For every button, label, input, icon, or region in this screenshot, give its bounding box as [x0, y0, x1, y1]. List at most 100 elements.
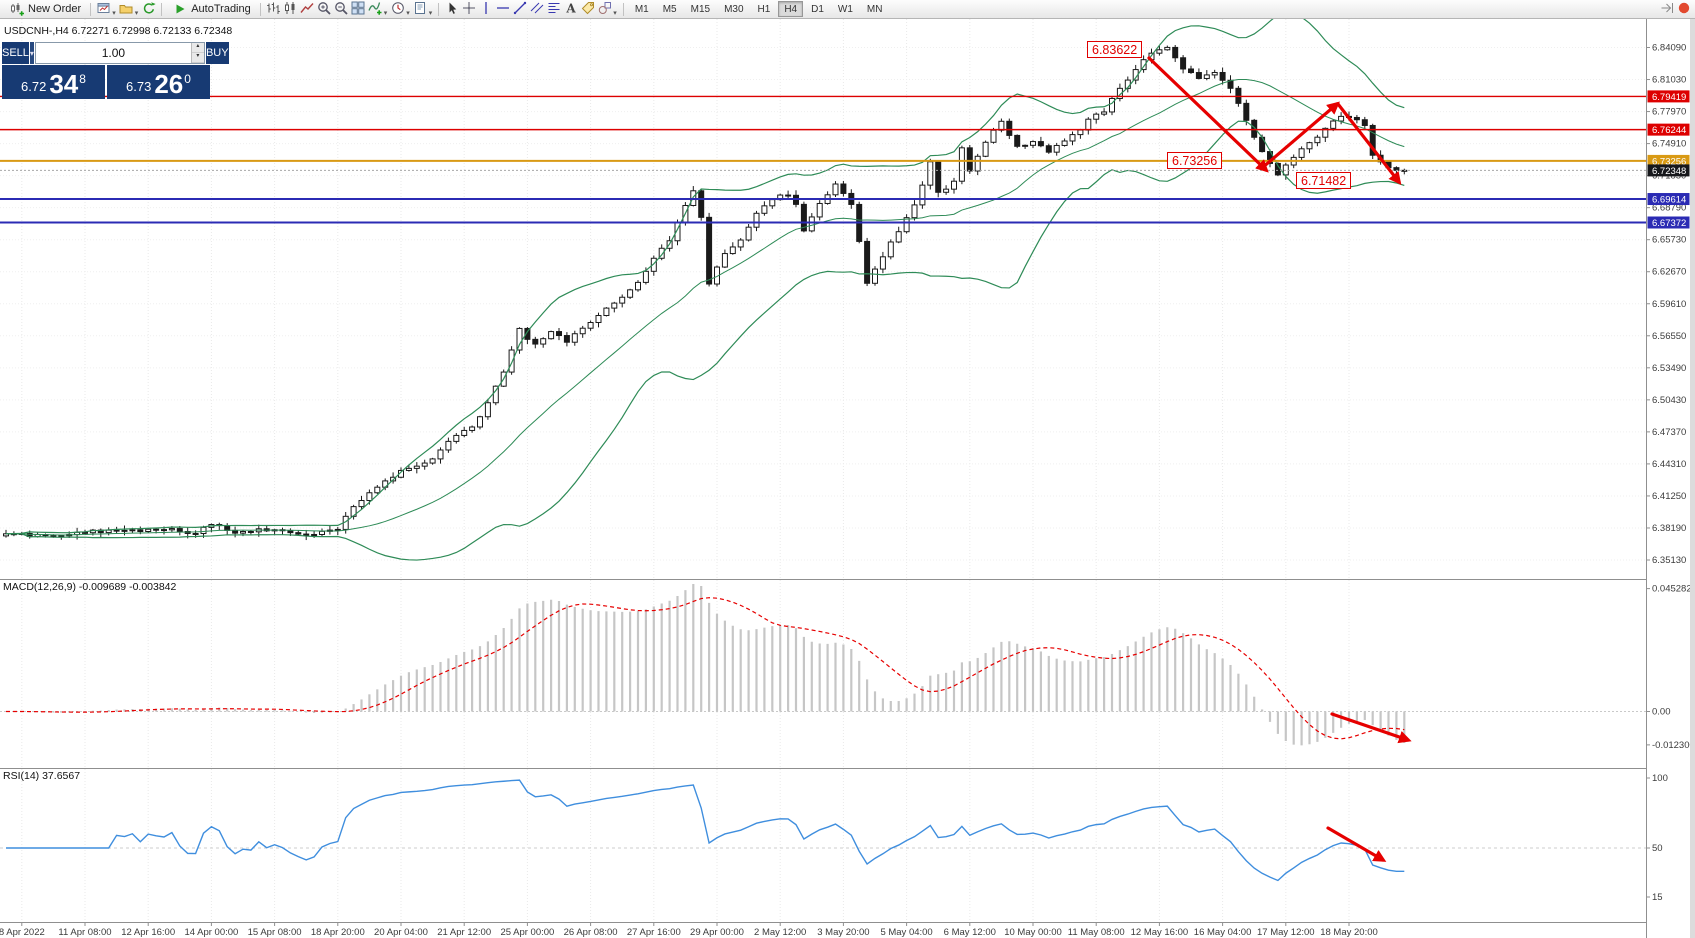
- alert-icon[interactable]: [1676, 0, 1691, 15]
- time-axis-label: 6 May 12:00: [944, 927, 996, 938]
- vertical-line-icon[interactable]: [478, 0, 493, 15]
- timeframe-m30-button[interactable]: M30: [724, 4, 744, 15]
- shapes-icon[interactable]: [597, 0, 612, 15]
- bollinger-upper: [5, 19, 1405, 535]
- volume-up-button[interactable]: ▴: [191, 43, 204, 53]
- autotrading-label: AutoTrading: [191, 3, 251, 15]
- timeframe-w1-button[interactable]: W1: [837, 4, 853, 15]
- toolbar-separator: [259, 2, 261, 16]
- trend-arrow[interactable]: [1147, 56, 1269, 173]
- grid: [0, 19, 1646, 922]
- buy-price-small: 6.73: [126, 79, 152, 94]
- bollinger-bands: [5, 19, 1405, 561]
- templates-dropdown-icon[interactable]: ▾: [428, 9, 433, 17]
- timeframe-m1-button[interactable]: M1: [634, 4, 649, 15]
- toolbar: New Order ▾ ▾ AutoTrading ▾ ▾ ▾ A ▾ M1 M5 M15 M…: [0, 0, 1695, 19]
- price-axis-tag-label: 6.67372: [1652, 218, 1686, 229]
- channel-icon[interactable]: [529, 0, 544, 15]
- volume-field: ▴ ▾: [34, 42, 205, 64]
- trend-arrow[interactable]: [1260, 101, 1340, 170]
- chart-icon-group: ▾ ▾ ▾: [265, 0, 435, 18]
- volume-input[interactable]: [35, 43, 191, 63]
- time-axis-label: 29 Apr 00:00: [690, 927, 744, 938]
- crosshair-icon[interactable]: [461, 0, 476, 15]
- refresh-icon[interactable]: [141, 0, 156, 15]
- cursor-icon[interactable]: [444, 0, 459, 15]
- shapes-dropdown-icon[interactable]: ▾: [613, 9, 617, 17]
- zoom-in-icon[interactable]: [317, 0, 332, 15]
- axis-tick-label: 6.47370: [1652, 427, 1686, 438]
- templates-icon[interactable]: [413, 0, 428, 15]
- trend-arrow[interactable]: [1330, 712, 1412, 744]
- price-annotation[interactable]: 6.71482: [1296, 172, 1352, 189]
- buy-button[interactable]: BUY: [205, 42, 229, 64]
- horizontal-line-icon[interactable]: [495, 0, 510, 15]
- axis-tick-label: 50: [1652, 843, 1663, 854]
- periods-dropdown-icon[interactable]: ▾: [406, 9, 410, 17]
- sell-price-small: 6.72: [21, 79, 47, 94]
- fibonacci-icon[interactable]: [546, 0, 561, 15]
- macd-signal-line: [5, 597, 1405, 740]
- price-axis-tag-label: 6.69614: [1652, 195, 1686, 206]
- text-icon[interactable]: A: [563, 0, 578, 15]
- scrollbar[interactable]: [1690, 19, 1695, 938]
- timeframe-h1-button[interactable]: H1: [757, 4, 771, 15]
- timeframe-m15-button[interactable]: M15: [690, 4, 711, 15]
- toolbar-separator: [622, 2, 624, 16]
- profiles-icon[interactable]: [119, 0, 134, 15]
- time-axis[interactable]: [0, 923, 1646, 938]
- indicators-icon[interactable]: [368, 0, 383, 15]
- price-axis-tag-label: 6.76244: [1652, 125, 1686, 136]
- timeframe-h4-button[interactable]: H4: [778, 1, 804, 17]
- time-axis-label: 8 Apr 2022: [0, 927, 45, 938]
- axis-tick-label: 15: [1652, 892, 1663, 903]
- volume-down-button[interactable]: ▾: [191, 53, 204, 63]
- timeframe-mn-button[interactable]: MN: [866, 4, 883, 15]
- axis-tick-label: 6.65730: [1652, 235, 1686, 246]
- sell-price-button[interactable]: 6.72 34 8: [2, 65, 105, 99]
- axis-tick-label: 6.41250: [1652, 491, 1686, 502]
- chart-surface[interactable]: [0, 19, 1646, 938]
- buy-price-big: 26: [154, 69, 184, 99]
- toolbar-separator: [90, 2, 92, 16]
- buy-price-button[interactable]: 6.73 26 0: [107, 65, 210, 99]
- line-chart-icon[interactable]: [300, 0, 315, 15]
- new-chart-icon[interactable]: [96, 0, 111, 15]
- candlestick-series: [3, 44, 1408, 541]
- axis-tick-label: 6.77970: [1652, 107, 1686, 118]
- toolbar-separator: [438, 2, 440, 16]
- time-axis-label: 11 Apr 08:00: [58, 927, 111, 938]
- one-click-menu-button[interactable]: ▾: [29, 42, 34, 64]
- price-annotation[interactable]: 6.73256: [1167, 152, 1223, 169]
- chart-shift-icon[interactable]: [1659, 0, 1674, 15]
- sell-button[interactable]: SELL: [2, 42, 29, 64]
- timeframe-d1-button[interactable]: D1: [811, 4, 824, 15]
- timeframe-m5-button[interactable]: M5: [662, 4, 677, 15]
- trend-arrow[interactable]: [1326, 826, 1387, 862]
- autotrading-button[interactable]: AutoTrading: [166, 1, 256, 18]
- time-axis-label: 3 May 20:00: [817, 927, 869, 938]
- tile-windows-icon[interactable]: [351, 0, 366, 15]
- candlestick-chart-icon[interactable]: [283, 0, 298, 15]
- price-annotation[interactable]: 6.83622: [1087, 41, 1143, 58]
- price-axis-tag: [1647, 123, 1690, 136]
- new-chart-dropdown-icon[interactable]: ▾: [112, 9, 116, 17]
- profiles-dropdown-icon[interactable]: ▾: [134, 9, 139, 17]
- axis-tick-label: 6.68790: [1652, 203, 1686, 214]
- new-order-button[interactable]: New Order: [3, 1, 86, 18]
- label-icon[interactable]: [580, 0, 595, 15]
- horizontal-level-lines: [0, 95, 1646, 224]
- bar-chart-icon[interactable]: [266, 0, 281, 15]
- periods-icon[interactable]: [390, 0, 405, 15]
- trendline-icon[interactable]: [512, 0, 527, 15]
- axis-tick-label: 6.84090: [1652, 43, 1686, 54]
- zoom-out-icon[interactable]: [334, 0, 349, 15]
- buy-price-superscript: 0: [184, 72, 191, 86]
- trend-arrows: [1147, 56, 1412, 862]
- axis-tick-label: 6.35130: [1652, 555, 1686, 566]
- trend-arrow[interactable]: [1336, 102, 1402, 186]
- autotrading-icon: [172, 2, 187, 17]
- price-axis-tag-label: 6.73256: [1652, 156, 1686, 167]
- indicators-dropdown-icon[interactable]: ▾: [383, 9, 388, 17]
